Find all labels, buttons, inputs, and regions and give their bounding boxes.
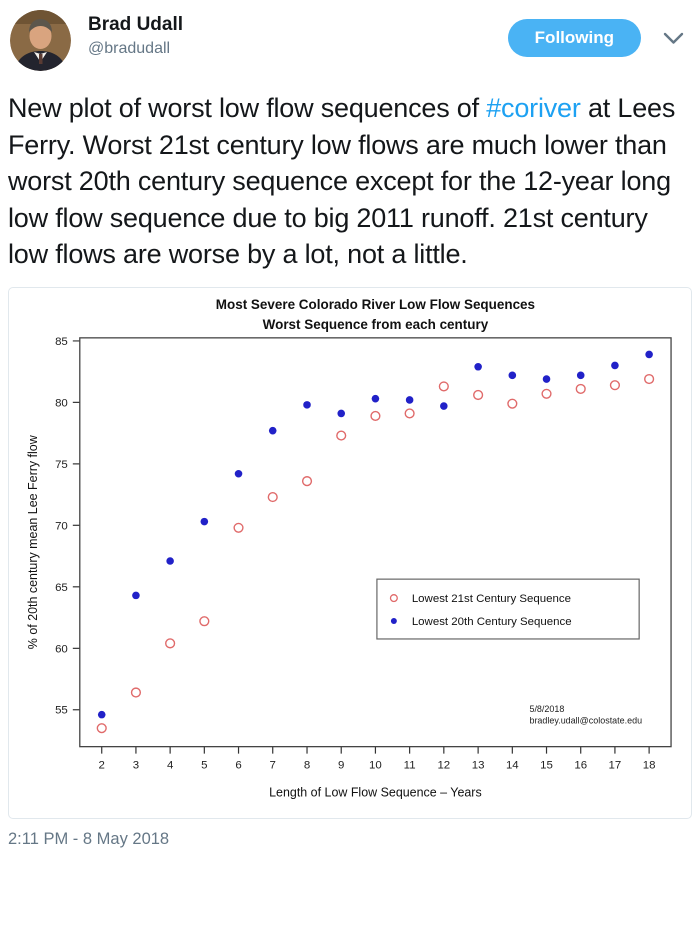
tweet-timestamp: 2:11 PM - 8 May 2018 [8, 829, 170, 848]
tweet-text-segment: at Lees Ferry. Worst 21st century low fl… [8, 93, 676, 269]
svg-text:15: 15 [540, 759, 553, 771]
svg-text:85: 85 [55, 335, 68, 347]
series-lowest-21st-century-points [96, 373, 655, 733]
tweet-text: New plot of worst low flow sequences of … [8, 90, 692, 273]
chart-legend: Lowest 21st Century Sequence Lowest 20th … [376, 578, 640, 640]
svg-text:4: 4 [167, 759, 174, 771]
svg-text:2: 2 [99, 759, 105, 771]
svg-text:60: 60 [55, 643, 68, 655]
svg-text:17: 17 [609, 759, 622, 771]
chart-subtitle: Worst Sequence from each century [263, 316, 489, 331]
following-button[interactable]: Following [507, 19, 641, 57]
y-axis: 55 60 65 70 75 80 85 [55, 335, 80, 716]
series-lowest-20th-century-points [97, 350, 653, 718]
hashtag-coriver[interactable]: #coriver [486, 93, 581, 123]
svg-text:14: 14 [506, 759, 519, 771]
svg-text:Lowest 20th Century Sequence: Lowest 20th Century Sequence [412, 616, 572, 628]
svg-text:5: 5 [201, 759, 207, 771]
chart-title: Most Severe Colorado River Low Flow Sequ… [216, 296, 535, 311]
avatar[interactable] [10, 10, 71, 71]
svg-text:75: 75 [55, 458, 68, 470]
chart-annotation: 5/8/2018 bradley.udall@colostate.edu [529, 703, 642, 725]
svg-text:10: 10 [369, 759, 382, 771]
svg-text:55: 55 [55, 704, 68, 716]
avatar-image [10, 10, 71, 71]
x-axis-label: Length of Low Flow Sequence – Years [269, 785, 482, 799]
display-name[interactable]: Brad Udall [88, 14, 184, 35]
svg-text:5/8/2018: 5/8/2018 [529, 703, 564, 713]
user-handle[interactable]: @bradudall [88, 40, 171, 57]
tweet-header: Brad Udall @bradudall Following [8, 10, 692, 71]
tweet: Brad Udall @bradudall Following New plot… [8, 10, 692, 848]
svg-text:65: 65 [55, 581, 68, 593]
svg-text:80: 80 [55, 397, 68, 409]
svg-text:18: 18 [643, 759, 656, 771]
plot-frame [79, 336, 672, 747]
svg-text:3: 3 [133, 759, 139, 771]
user-identity: Brad Udall @bradudall [88, 13, 183, 58]
chevron-down-icon[interactable] [663, 32, 684, 45]
svg-text:7: 7 [270, 759, 276, 771]
x-axis: 2 3 4 5 6 7 8 9 10 11 12 13 14 15 16 17 18 [99, 746, 656, 771]
svg-text:6: 6 [235, 759, 241, 771]
svg-text:9: 9 [338, 759, 344, 771]
header-actions: Following [507, 19, 692, 57]
svg-text:13: 13 [472, 759, 485, 771]
svg-text:8: 8 [304, 759, 310, 771]
tweet-text-segment: New plot of worst low flow sequences of [8, 93, 487, 123]
svg-text:12: 12 [437, 759, 450, 771]
svg-text:70: 70 [55, 520, 68, 532]
chart-plot: Most Severe Colorado River Low Flow Sequ… [26, 296, 672, 799]
svg-text:Lowest 21st Century Sequence: Lowest 21st Century Sequence [412, 593, 571, 605]
svg-text:11: 11 [404, 759, 416, 771]
chart-image[interactable]: Most Severe Colorado River Low Flow Sequ… [8, 286, 692, 819]
svg-text:bradley.udall@colostate.edu: bradley.udall@colostate.edu [529, 715, 642, 725]
svg-text:16: 16 [574, 759, 587, 771]
y-axis-label: % of 20th century mean Lee Ferry flow [26, 434, 40, 649]
